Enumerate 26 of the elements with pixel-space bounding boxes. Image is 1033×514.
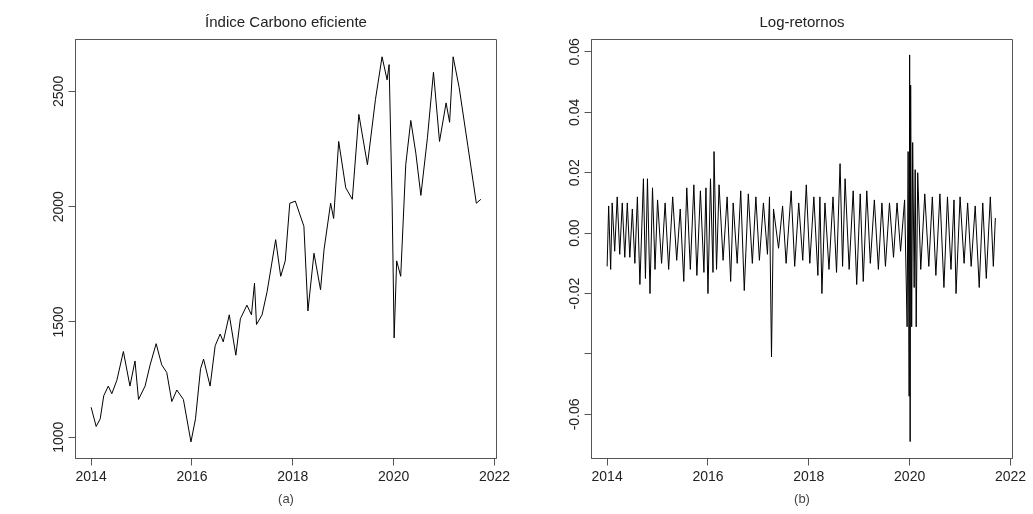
- line-series: [90, 56, 482, 443]
- text: (a): [278, 490, 294, 506]
- line-series: [606, 54, 996, 443]
- x-tick-label: 2018: [793, 467, 825, 484]
- y-tick-label: 1000: [50, 421, 67, 453]
- y-tick-label: -0.06: [566, 398, 583, 431]
- x-tick-label: 2022: [478, 467, 511, 484]
- y-tick-label: 2000: [50, 190, 67, 223]
- y-tick-label: 0.00: [566, 219, 583, 247]
- y-tick-label: 2500: [50, 75, 67, 107]
- x-tick-label: 2014: [75, 467, 107, 484]
- text: (b): [794, 490, 810, 506]
- x-tick-label: 2018: [277, 467, 309, 484]
- x-tick-label: 2022: [994, 467, 1027, 484]
- y-tick-label: 0.06: [566, 38, 583, 66]
- y-tick-label: 0.02: [566, 158, 583, 187]
- x-tick-label: 2020: [378, 467, 410, 484]
- x-tick-label: 2016: [692, 467, 724, 484]
- y-tick-label: -0.02: [566, 277, 583, 310]
- y-tick-label: 0.04: [566, 98, 583, 126]
- chart-title: Índice Carbono eficiente: [205, 12, 367, 30]
- chart-title: Log-retornos: [759, 12, 845, 30]
- y-tick-label: 1500: [50, 306, 67, 338]
- x-tick-label: 2014: [591, 467, 623, 484]
- x-tick-label: 2020: [894, 467, 926, 484]
- x-tick-label: 2016: [176, 467, 208, 484]
